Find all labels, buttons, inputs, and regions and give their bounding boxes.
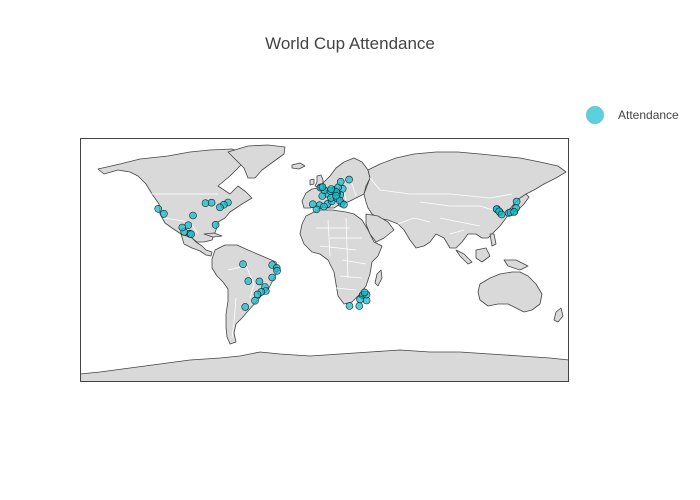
land-new-zealand	[553, 307, 564, 323]
attendance-point-0-17[interactable]	[273, 267, 281, 275]
land-philippines	[489, 233, 497, 247]
attendance-point-0-6[interactable]	[189, 211, 197, 220]
attendance-point-0-18[interactable]	[268, 273, 276, 282]
world-map[interactable]	[80, 138, 569, 382]
attendance-point-0-51[interactable]	[332, 191, 340, 200]
border-asia-south	[397, 217, 465, 235]
land-cuba	[203, 232, 223, 238]
border-china	[419, 201, 501, 227]
land-australia	[477, 271, 543, 313]
land-iceland	[291, 162, 306, 170]
attendance-point-0-0[interactable]	[160, 210, 168, 218]
attendance-point-0-4[interactable]	[216, 203, 224, 212]
legend[interactable]: Attendance	[586, 104, 679, 126]
attendance-point-0-19[interactable]	[255, 277, 264, 286]
attendance-point-0-60[interactable]	[355, 302, 364, 310]
map-frame	[80, 138, 569, 382]
attendance-point-0-30[interactable]	[312, 205, 321, 214]
attendance-point-0-52[interactable]	[345, 175, 353, 184]
attendance-point-0-26[interactable]	[241, 303, 249, 311]
attendance-point-0-29[interactable]	[320, 202, 328, 211]
land-masses	[80, 144, 569, 382]
border-russia	[369, 177, 513, 199]
attendance-point-0-63[interactable]	[360, 288, 369, 297]
attendance-point-0-31[interactable]	[309, 200, 317, 208]
attendance-point-0-13[interactable]	[178, 223, 187, 232]
attendance-point-0-24[interactable]	[253, 290, 262, 299]
land-central-america	[180, 233, 213, 257]
attendance-point-0-72[interactable]	[497, 210, 506, 219]
attendance-point-0-71[interactable]	[512, 197, 521, 206]
land-borneo	[475, 247, 491, 263]
attendance-point-0-14[interactable]	[239, 260, 247, 268]
border-argentina-chile	[231, 297, 237, 339]
land-antarctica	[80, 349, 569, 382]
border-africa	[316, 217, 367, 291]
border-brazil	[227, 265, 255, 299]
chart-title: World Cup Attendance	[265, 34, 435, 53]
land-sumatra	[455, 249, 473, 265]
attendance-point-0-8[interactable]	[211, 221, 220, 229]
attendance-point-0-55[interactable]	[327, 185, 335, 193]
attendance-point-0-59[interactable]	[345, 302, 354, 310]
attendance-point-0-12[interactable]	[187, 230, 195, 238]
attendance-point-0-74[interactable]	[510, 208, 518, 216]
attendance-point-0-39[interactable]	[318, 183, 327, 191]
land-new-guinea	[503, 259, 529, 271]
land-madagascar	[374, 269, 383, 287]
attendance-point-0-61[interactable]	[356, 295, 364, 304]
attendance-point-0-20[interactable]	[244, 277, 253, 285]
attendance-markers[interactable]	[154, 175, 521, 311]
attendance-point-0-1[interactable]	[154, 205, 162, 213]
land-greenland	[227, 144, 286, 179]
attendance-point-0-53[interactable]	[336, 177, 345, 186]
legend-marker[interactable]	[586, 106, 604, 124]
legend-label[interactable]: Attendance	[618, 108, 679, 122]
attendance-point-0-50[interactable]	[340, 200, 348, 209]
land-arabia	[365, 213, 395, 243]
attendance-point-0-25[interactable]	[251, 296, 259, 305]
attendance-point-0-7[interactable]	[207, 198, 216, 207]
land-asia	[363, 151, 567, 249]
land-ireland	[309, 178, 315, 186]
